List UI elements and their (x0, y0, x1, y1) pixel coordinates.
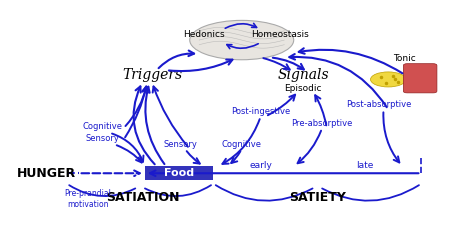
Text: Triggers: Triggers (122, 68, 182, 82)
Text: Sensory: Sensory (85, 134, 119, 143)
Ellipse shape (190, 20, 294, 60)
Text: Episodic: Episodic (284, 84, 322, 93)
Text: Cognitive: Cognitive (222, 140, 262, 149)
Text: Post-ingestive: Post-ingestive (231, 107, 290, 116)
Text: Homeostasis: Homeostasis (251, 30, 309, 39)
Text: Sensory: Sensory (164, 140, 197, 149)
Text: Pre-absorptive: Pre-absorptive (292, 119, 353, 128)
Text: HUNGER: HUNGER (17, 167, 76, 180)
Text: Post-absorptive: Post-absorptive (346, 100, 411, 110)
Text: Hedonics: Hedonics (183, 30, 225, 39)
Text: Signals: Signals (277, 68, 329, 82)
Text: early: early (249, 161, 272, 170)
FancyBboxPatch shape (145, 166, 213, 180)
Ellipse shape (371, 72, 406, 87)
Text: SATIATION: SATIATION (106, 191, 179, 204)
Text: Cognitive: Cognitive (82, 122, 122, 131)
Text: Pre-prandial
motivation: Pre-prandial motivation (64, 189, 111, 209)
Text: Food: Food (164, 168, 194, 178)
FancyBboxPatch shape (403, 64, 437, 93)
Text: late: late (356, 161, 374, 170)
Text: Tonic: Tonic (393, 54, 416, 63)
Text: SATIETY: SATIETY (289, 191, 346, 204)
